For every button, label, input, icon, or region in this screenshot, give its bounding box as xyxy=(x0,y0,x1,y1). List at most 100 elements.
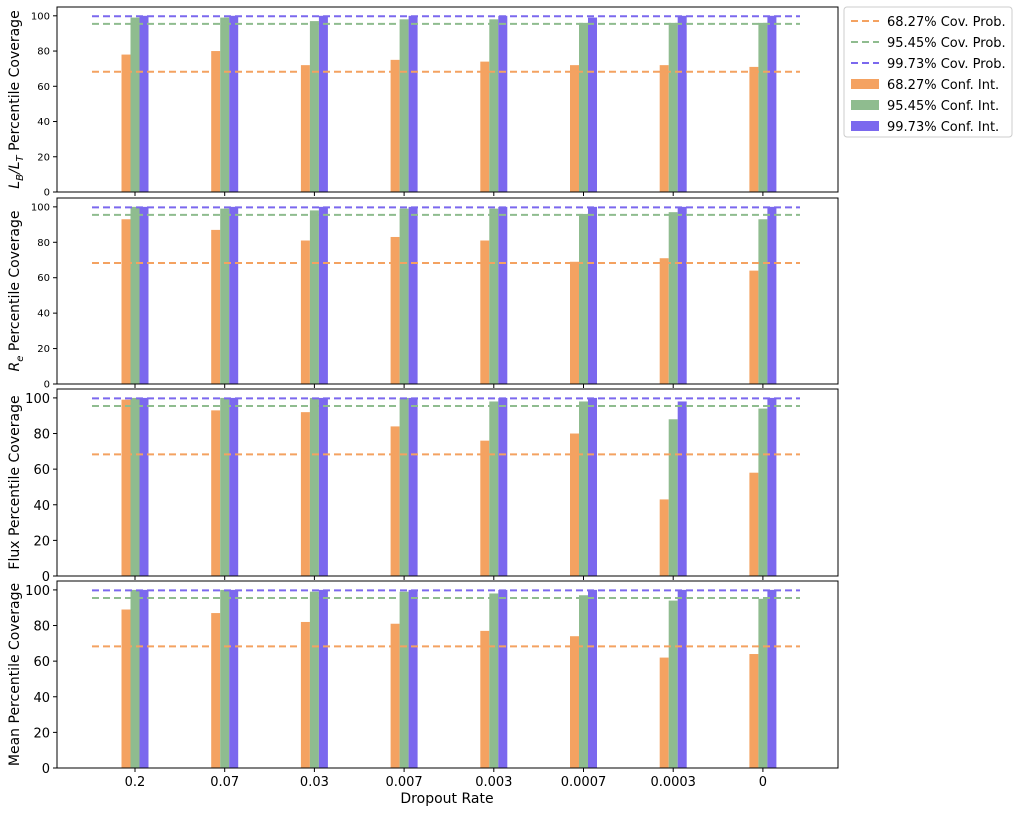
bar-c95-0 xyxy=(758,219,768,384)
chart-panels: 0 20 40 60 80 100 LB/LT Percentile Coverage 0 20… xyxy=(7,6,839,790)
bar-c68-0 xyxy=(749,270,759,384)
bar-c68-0.007 xyxy=(390,59,400,192)
bar-c68-0 xyxy=(749,472,759,576)
bar-c68-0.0003 xyxy=(659,499,669,576)
bar-c95-0.007 xyxy=(399,591,409,768)
y-tick-label: 20 xyxy=(37,344,50,355)
legend-label: 99.73% Conf. Int. xyxy=(887,120,999,135)
bar-c99-0.007 xyxy=(408,15,418,193)
legend-label: 99.73% Cov. Prob. xyxy=(887,57,1006,72)
legend-entry: 68.27% Conf. Int. xyxy=(851,78,999,93)
bar-c95-0.03 xyxy=(309,210,319,384)
bar-c99-0.03 xyxy=(318,206,328,384)
bar-c95-0.0007 xyxy=(579,213,588,384)
bar-c95-0.0007 xyxy=(579,401,588,576)
bar-c95-0.03 xyxy=(309,591,319,768)
bar-c68-0.07 xyxy=(211,51,221,192)
bar-c99-0.2 xyxy=(139,397,149,576)
bar-c99-0 xyxy=(767,589,777,768)
bar-c99-0.2 xyxy=(139,15,149,193)
bar-c68-0.007 xyxy=(390,236,400,384)
bar-c95-0.2 xyxy=(130,397,140,576)
bar-c95-0.0007 xyxy=(579,595,588,768)
y-tick-label: 80 xyxy=(33,428,50,443)
x-tick-label: 0.0007 xyxy=(561,775,607,790)
bar-c95-0.07 xyxy=(220,208,230,384)
bar-c99-0 xyxy=(767,206,777,384)
bar-c95-0.0007 xyxy=(579,22,588,192)
bar-c68-0.003 xyxy=(480,61,490,193)
y-tick-label: 0 xyxy=(44,188,50,199)
x-tick-label: 0.0003 xyxy=(650,775,696,790)
y-axis-label-part: L xyxy=(7,181,23,189)
y-tick-label: 80 xyxy=(37,238,50,249)
y-tick-label: 60 xyxy=(37,82,50,93)
y-tick-label: 40 xyxy=(37,117,50,128)
bar-c95-0.003 xyxy=(489,401,499,576)
bar-c95-0.07 xyxy=(220,397,230,576)
legend-entry: 99.73% Conf. Int. xyxy=(851,120,999,135)
bar-c99-0.0003 xyxy=(677,15,687,193)
bar-c99-0.0007 xyxy=(588,589,597,768)
legend-entry: 95.45% Cov. Prob. xyxy=(851,36,1006,51)
y-tick-label: 0 xyxy=(44,380,50,391)
bar-c95-0.0003 xyxy=(668,600,678,768)
bar-c95-0 xyxy=(758,598,768,768)
axes-frame xyxy=(56,6,839,193)
y-axis-label: Re Percentile Coverage xyxy=(7,211,26,372)
bar-c99-0.0007 xyxy=(588,206,597,384)
bar-c68-0 xyxy=(749,654,759,768)
bar-c68-0.007 xyxy=(390,623,400,768)
bar-c95-0.03 xyxy=(309,397,319,576)
y-tick-label: 20 xyxy=(37,152,50,163)
legend-entry: 95.45% Conf. Int. xyxy=(851,99,999,114)
bar-c68-0.007 xyxy=(390,426,400,576)
bar-c68-0.2 xyxy=(121,609,131,768)
y-tick-label: 0 xyxy=(42,762,50,777)
legend-entry: 68.27% Cov. Prob. xyxy=(851,15,1006,30)
bar-c68-0.2 xyxy=(121,219,131,384)
bar-c68-0.07 xyxy=(211,410,221,576)
y-tick-label: 40 xyxy=(37,309,50,320)
x-tick-label: 0.2 xyxy=(125,775,146,790)
bar-c95-0.2 xyxy=(130,17,140,192)
bar-c68-0.0007 xyxy=(570,65,579,192)
bar-c99-0.03 xyxy=(318,15,328,193)
y-tick-label: 80 xyxy=(33,620,50,635)
x-tick-label: 0 xyxy=(759,775,767,790)
bar-c95-0.07 xyxy=(220,589,230,768)
bar-c95-0.2 xyxy=(130,589,140,768)
y-axis-label-part: T xyxy=(15,154,26,161)
y-tick-label: 100 xyxy=(25,584,50,599)
y-axis-label: LB/LT Percentile Coverage xyxy=(7,10,26,188)
bar-c68-0 xyxy=(749,66,759,192)
bar-c99-0.03 xyxy=(318,589,328,768)
x-tick-label: 0.07 xyxy=(210,775,239,790)
bar-c95-0.07 xyxy=(220,17,230,192)
axes-frame xyxy=(56,580,839,769)
bar-c68-0.0007 xyxy=(570,433,579,576)
legend-bar-swatch xyxy=(851,121,879,131)
legend-bar-swatch xyxy=(851,79,879,89)
bar-c68-0.003 xyxy=(480,630,490,768)
bar-c99-0.0007 xyxy=(588,397,597,576)
y-tick-label: 20 xyxy=(33,726,50,741)
y-tick-label: 80 xyxy=(37,47,50,58)
bar-c68-0.0007 xyxy=(570,261,579,384)
bar-c99-0.003 xyxy=(498,589,508,768)
y-tick-label: 60 xyxy=(33,463,50,478)
bar-c99-0.0007 xyxy=(588,17,597,192)
bar-c99-0.007 xyxy=(408,206,418,384)
axes-frame xyxy=(56,388,839,577)
bar-c95-0.003 xyxy=(489,19,499,192)
legend-frame xyxy=(843,6,1013,138)
bar-c68-0.003 xyxy=(480,240,490,384)
bar-c95-0.003 xyxy=(489,593,499,768)
y-tick-label: 60 xyxy=(33,655,50,670)
bar-c99-0.007 xyxy=(408,397,418,576)
bar-c68-0.0007 xyxy=(570,636,579,768)
y-tick-label: 0 xyxy=(42,570,50,585)
